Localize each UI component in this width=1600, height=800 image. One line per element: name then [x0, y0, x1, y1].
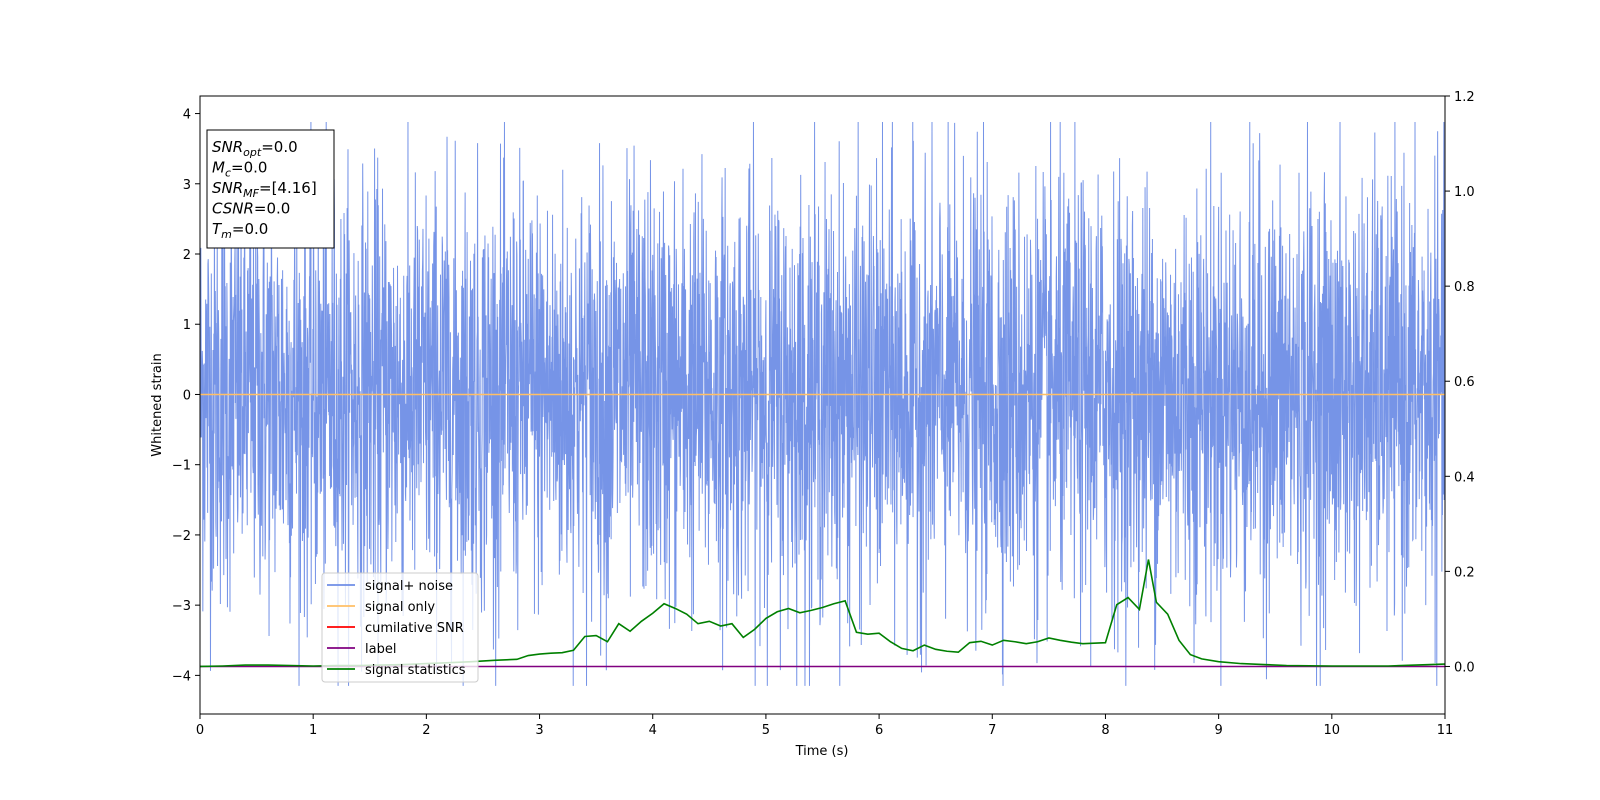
info-line-subscript: opt	[243, 146, 262, 159]
info-line-value: =0.0	[261, 138, 297, 156]
info-line-value: =0.0	[254, 200, 290, 218]
info-line-subscript: MF	[243, 187, 259, 200]
signal-statistics-line	[200, 559, 1445, 668]
info-line-value: =[4.16]	[259, 179, 317, 197]
y-left-tick-label: −1	[172, 459, 191, 474]
x-tick-label: 0	[196, 723, 204, 738]
info-box-frame	[206, 129, 335, 249]
signal-plus-noise-line	[200, 121, 1445, 686]
y-right-tick-label: 0.0	[1454, 660, 1475, 675]
x-tick-label: 6	[875, 723, 883, 738]
info-line: CSNR=0.0	[212, 200, 290, 218]
x-axis-label: Time (s)	[795, 744, 849, 759]
y-right-tick-label: 1.2	[1454, 90, 1475, 105]
info-line: Tm=0.0	[212, 220, 268, 241]
x-tick-label: 8	[1101, 723, 1109, 738]
legend-entry-label: cumilative SNR	[365, 621, 464, 636]
info-line-symbol: M	[212, 159, 225, 177]
y-axis-label: Whitened strain	[150, 353, 165, 456]
x-tick-label: 10	[1324, 723, 1341, 738]
y-right-tick-label: 0.2	[1454, 565, 1475, 580]
x-tick-label: 11	[1437, 723, 1454, 738]
y-left-tick-label: −3	[172, 599, 191, 614]
y-axis-right: 1.2 1.0 0.8 0.6 0.4 0.2 0.0	[1445, 90, 1475, 675]
x-tick-label: 5	[762, 723, 770, 738]
y-right-tick-label: 0.4	[1454, 470, 1475, 485]
info-line-subscript: m	[221, 228, 232, 241]
legend-entry-label: label	[365, 642, 396, 657]
info-line-symbol: CSNR	[212, 200, 254, 218]
x-tick-label: 4	[649, 723, 657, 738]
x-tick-label: 2	[422, 723, 430, 738]
info-line: Mc=0.0	[212, 159, 267, 180]
legend-entry-label: signal+ noise	[365, 579, 453, 594]
x-tick-label: 1	[309, 723, 317, 738]
y-right-tick-label: 0.8	[1454, 280, 1475, 295]
y-left-tick-label: 0	[183, 388, 191, 403]
info-line-symbol: T	[212, 220, 223, 238]
info-line-symbol: SNR	[212, 179, 243, 197]
legend-frame	[321, 572, 479, 683]
x-tick-label: 7	[988, 723, 996, 738]
info-line: SNRopt=0.0	[212, 138, 298, 159]
x-tick-label: 9	[1214, 723, 1222, 738]
y-right-tick-label: 0.6	[1454, 375, 1475, 390]
y-left-tick-label: 1	[183, 318, 191, 333]
info-line: SNRMF=[4.16]	[212, 179, 317, 200]
y-left-tick-label: 2	[183, 248, 191, 263]
info-line-subscript: c	[225, 167, 231, 180]
legend: signal+ noise signal only cumilative SNR la…	[321, 572, 479, 683]
y-left-tick-label: −4	[172, 669, 191, 684]
x-axis: 0 1 2 3 4 5 6 7 8 9 10 11	[196, 714, 1453, 738]
legend-entry-label: signal statistics	[365, 663, 466, 678]
series-signal-plus-noise	[200, 121, 1445, 686]
info-box: SNRopt=0.0Mc=0.0SNRMF=[4.16]CSNR=0.0Tm=0…	[206, 129, 335, 249]
y-axis-left: 4 3 2 1 0 −1 −2 −3 −4	[172, 108, 200, 684]
legend-entry-label: signal only	[365, 600, 435, 615]
info-line-value: =0.0	[232, 220, 268, 238]
y-left-tick-label: 4	[183, 108, 191, 123]
x-tick-label: 3	[535, 723, 543, 738]
info-line-value: =0.0	[231, 159, 267, 177]
info-line-symbol: SNR	[212, 138, 243, 156]
y-left-tick-label: −2	[172, 529, 191, 544]
y-left-tick-label: 3	[183, 178, 191, 193]
axes-frame	[199, 95, 1446, 715]
y-right-tick-label: 1.0	[1454, 185, 1475, 200]
